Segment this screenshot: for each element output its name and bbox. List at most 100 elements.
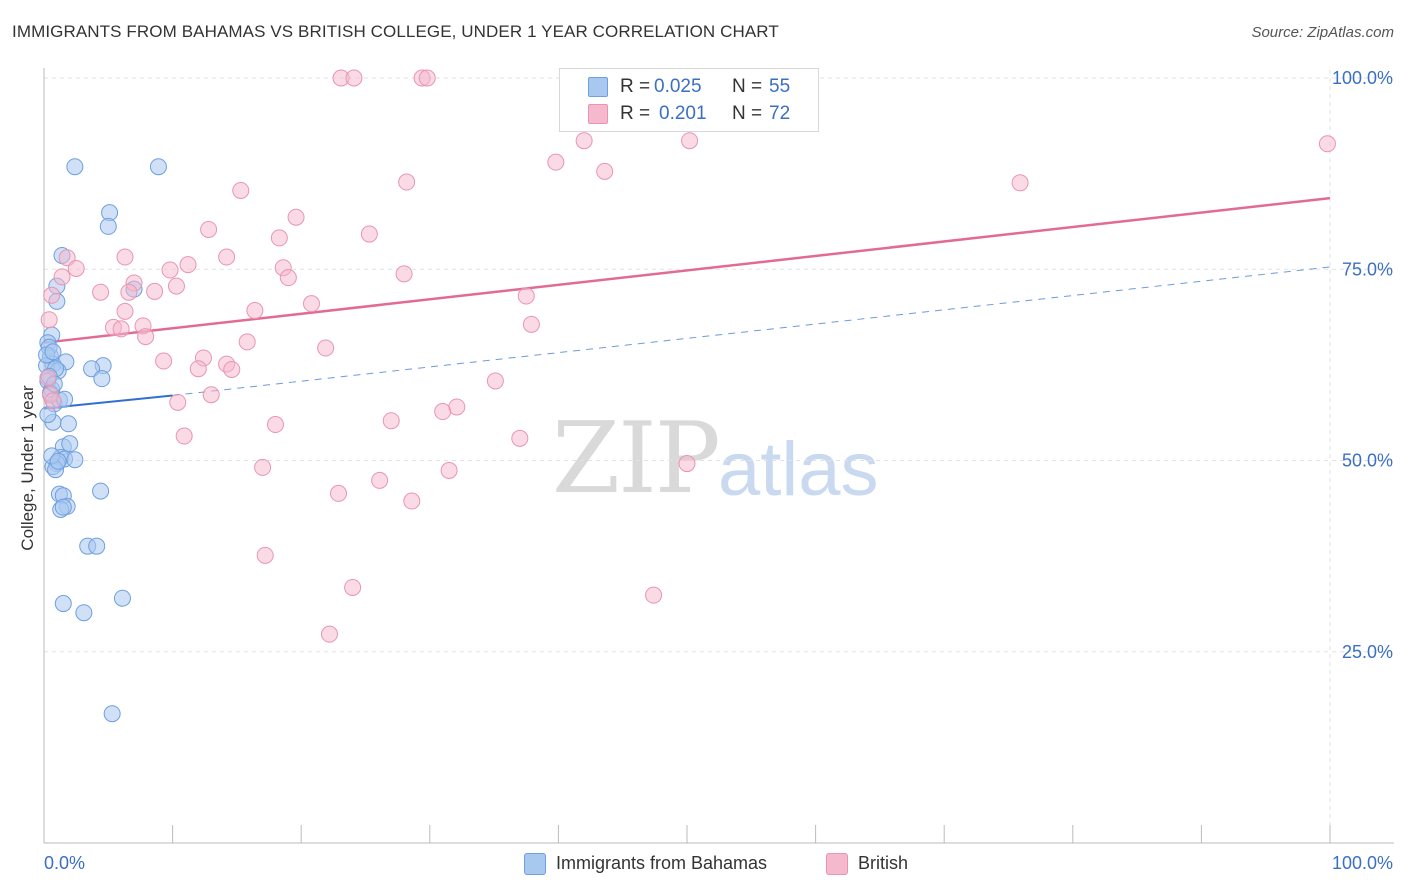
point-british xyxy=(179,256,197,274)
point-british xyxy=(202,386,220,404)
point-british xyxy=(40,311,58,329)
legend-r-value: 0.025 xyxy=(654,76,702,97)
y-axis-label: College, Under 1 year xyxy=(18,385,37,551)
point-british xyxy=(266,416,284,434)
point-british xyxy=(279,269,297,287)
point-british xyxy=(232,181,250,199)
point-bahamas xyxy=(44,343,62,361)
trendline-british xyxy=(43,196,1331,344)
legend-n-label: N = xyxy=(732,76,763,97)
point-british xyxy=(146,282,164,300)
point-british xyxy=(645,586,663,604)
y-tick-label: 100.0% xyxy=(1332,68,1393,88)
point-british xyxy=(67,259,85,277)
point-british xyxy=(270,229,288,247)
point-bahamas xyxy=(49,452,67,470)
point-british xyxy=(238,333,256,351)
point-british xyxy=(344,578,362,596)
chart-title: IMMIGRANTS FROM BAHAMAS VS BRITISH COLLE… xyxy=(12,22,779,41)
legend-swatch-blue xyxy=(524,853,546,875)
series-british-points xyxy=(39,69,1336,643)
point-british xyxy=(681,132,699,150)
point-british xyxy=(167,277,185,295)
watermark-atlas: atlas xyxy=(718,427,879,512)
point-british xyxy=(317,339,335,357)
point-bahamas xyxy=(88,537,106,555)
point-british xyxy=(360,225,378,243)
tick-labels: 25.0% 50.0% 75.0% 100.0% 0.0% 100.0% xyxy=(44,68,1393,873)
legend-n-value: 55 xyxy=(769,76,791,97)
point-british xyxy=(1318,135,1336,153)
point-british xyxy=(403,492,421,510)
legend-label-bahamas: Immigrants from Bahamas xyxy=(556,853,768,873)
point-british xyxy=(575,132,593,150)
point-british xyxy=(596,162,614,180)
point-british xyxy=(137,328,155,346)
point-british xyxy=(39,369,57,387)
point-british xyxy=(256,546,274,564)
point-british xyxy=(547,153,565,171)
legend-swatch-blue xyxy=(588,77,608,97)
point-british xyxy=(44,392,62,410)
point-bahamas xyxy=(66,451,84,469)
x-tick-label: 0.0% xyxy=(44,853,85,873)
point-british xyxy=(395,265,413,283)
point-bahamas xyxy=(149,158,167,176)
legend-n-value: 72 xyxy=(769,103,791,124)
point-bahamas xyxy=(61,435,79,453)
trend-lines xyxy=(43,196,1331,410)
source-credit: Source: ZipAtlas.com xyxy=(1251,24,1394,41)
trendline-bahamas-dashed xyxy=(172,266,1331,396)
point-british xyxy=(371,471,389,489)
point-bahamas xyxy=(54,595,72,613)
point-british xyxy=(434,403,452,421)
legend-r-label: R = xyxy=(620,76,651,97)
point-bahamas xyxy=(75,604,93,622)
point-british xyxy=(189,360,207,378)
point-british xyxy=(511,429,529,447)
point-british xyxy=(440,461,458,479)
legend-label-british: British xyxy=(858,853,909,873)
point-british xyxy=(175,427,193,445)
point-british xyxy=(120,283,138,301)
stats-legend: R = 0.025 N = 55 R = 0.201 N = 72 xyxy=(559,68,819,132)
y-tick-label: 75.0% xyxy=(1342,259,1393,279)
point-british xyxy=(517,287,535,305)
point-british xyxy=(223,360,241,378)
point-british xyxy=(200,220,218,238)
point-british xyxy=(448,398,466,416)
point-bahamas xyxy=(59,415,77,433)
point-british xyxy=(345,69,363,87)
point-bahamas xyxy=(99,217,117,235)
point-bahamas xyxy=(66,158,84,176)
y-tick-label: 25.0% xyxy=(1342,642,1393,662)
point-bahamas xyxy=(113,589,131,607)
point-bahamas xyxy=(54,498,72,516)
point-bahamas xyxy=(103,705,121,723)
point-british xyxy=(116,302,134,320)
point-british xyxy=(43,286,61,304)
legend-swatch-pink xyxy=(588,104,608,124)
point-british xyxy=(522,315,540,333)
y-tick-label: 50.0% xyxy=(1342,451,1393,471)
point-british xyxy=(398,173,416,191)
point-british xyxy=(92,283,110,301)
legend-r-label: R = xyxy=(620,103,651,124)
legend-r-value: 0.201 xyxy=(659,103,707,124)
point-british xyxy=(486,372,504,390)
point-bahamas xyxy=(93,370,111,388)
point-british xyxy=(169,393,187,411)
point-british xyxy=(418,69,436,87)
point-british xyxy=(382,412,400,430)
point-british xyxy=(1011,174,1029,192)
point-british xyxy=(302,295,320,313)
legend-swatch-pink xyxy=(826,853,848,875)
point-british xyxy=(287,208,305,226)
point-british xyxy=(155,352,173,370)
point-bahamas xyxy=(92,482,110,500)
point-british xyxy=(112,320,130,338)
point-british xyxy=(53,268,71,286)
legend-n-label: N = xyxy=(732,103,763,124)
x-tick-label: 100.0% xyxy=(1332,853,1393,873)
